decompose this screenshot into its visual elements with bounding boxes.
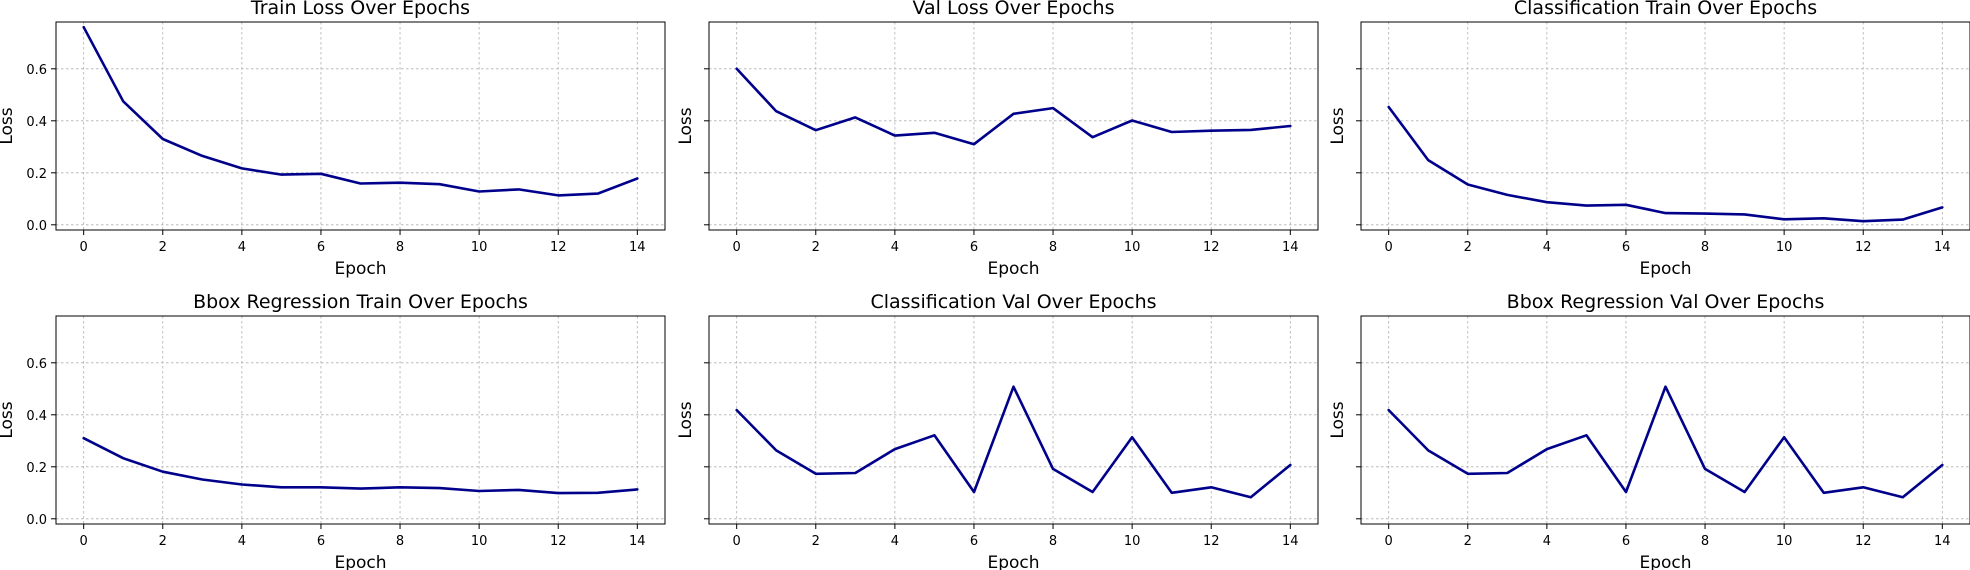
x-tick-label: 6 — [1622, 534, 1630, 549]
x-tick-label: 12 — [1203, 240, 1220, 255]
plot-frame — [1360, 21, 1970, 231]
chart-title: Classification Val Over Epochs — [870, 291, 1156, 313]
x-tick-label: 0 — [733, 240, 741, 255]
x-axis-label: Epoch — [1639, 259, 1691, 279]
chart-title: Bbox Regression Train Over Epochs — [193, 291, 528, 313]
series-line — [82, 25, 639, 197]
x-tick-label: 4 — [238, 534, 246, 549]
plot-frame — [708, 21, 1319, 231]
x-tick-label: 4 — [1543, 240, 1551, 255]
x-tick-label: 6 — [1622, 240, 1630, 255]
y-axis-label: Loss — [0, 401, 17, 438]
plot-frame — [55, 315, 666, 525]
x-tick-label: 0 — [80, 534, 88, 549]
y-axis-label: Loss — [1328, 107, 1348, 144]
x-tick-label: 12 — [1855, 534, 1872, 549]
x-tick-label: 0 — [1385, 240, 1393, 255]
x-tick-label: 4 — [891, 240, 899, 255]
x-tick-label: 6 — [970, 240, 978, 255]
x-axis-label: Epoch — [334, 259, 386, 279]
y-tick-label: 0.0 — [26, 219, 47, 234]
x-tick-label: 14 — [629, 534, 646, 549]
y-tick-label: 0.6 — [26, 357, 47, 372]
y-tick-label: 0.0 — [26, 513, 47, 528]
x-tick-label: 8 — [1701, 240, 1709, 255]
y-axis-label: Loss — [676, 401, 696, 438]
chart-title: Val Loss Over Epochs — [912, 0, 1114, 19]
y-axis-label: Loss — [676, 107, 696, 144]
x-tick-label: 8 — [1701, 534, 1709, 549]
x-tick-label: 8 — [396, 534, 404, 549]
x-tick-label: 14 — [1282, 240, 1299, 255]
series-line — [1387, 385, 1944, 499]
series-line — [1387, 105, 1944, 223]
chart-4: 0 2 4 6 8 10 12 14 0.0 0.2 0.4 0.6 Bbox Regression T… — [0, 291, 666, 570]
x-tick-label: 6 — [970, 534, 978, 549]
x-tick-label: 10 — [1776, 534, 1793, 549]
x-tick-label: 14 — [1934, 240, 1951, 255]
x-tick-label: 0 — [1385, 534, 1393, 549]
y-tick-label: 0.2 — [26, 167, 47, 182]
chart-3: 0 2 4 6 8 10 12 14 Classification Train Over Epo… — [1328, 0, 1970, 279]
x-tick-label: 6 — [317, 240, 325, 255]
x-tick-label: 10 — [471, 534, 488, 549]
x-tick-label: 8 — [1049, 534, 1057, 549]
plot-frame — [1360, 315, 1970, 525]
x-tick-label: 14 — [1934, 534, 1951, 549]
x-tick-label: 12 — [1855, 240, 1872, 255]
x-tick-label: 8 — [1049, 240, 1057, 255]
series-line — [735, 67, 1292, 146]
chart-6: 0 2 4 6 8 10 12 14 Bbox Regression Val Over Epoc… — [1328, 291, 1970, 570]
chart-1: 0 2 4 6 8 10 12 14 0.0 0.2 0.4 0.6 Train Loss Over E… — [0, 0, 666, 279]
x-tick-label: 14 — [1282, 534, 1299, 549]
y-tick-label: 0.4 — [26, 409, 47, 424]
series-line — [82, 436, 639, 495]
x-tick-label: 0 — [80, 240, 88, 255]
x-tick-label: 4 — [891, 534, 899, 549]
x-axis-label: Epoch — [1639, 553, 1691, 570]
x-tick-label: 2 — [159, 240, 167, 255]
y-tick-label: 0.4 — [26, 115, 47, 130]
x-tick-label: 0 — [733, 534, 741, 549]
x-tick-label: 4 — [1543, 534, 1551, 549]
y-axis-label: Loss — [0, 107, 17, 144]
x-tick-label: 10 — [1124, 534, 1141, 549]
x-tick-label: 6 — [317, 534, 325, 549]
x-tick-label: 12 — [550, 240, 567, 255]
plot-frame — [708, 315, 1319, 525]
series-line — [735, 385, 1292, 499]
x-tick-label: 8 — [396, 240, 404, 255]
x-tick-label: 12 — [550, 534, 567, 549]
x-tick-label: 10 — [471, 240, 488, 255]
y-tick-label: 0.2 — [26, 461, 47, 476]
x-tick-label: 10 — [1776, 240, 1793, 255]
chart-2: 0 2 4 6 8 10 12 14 Val Loss Over Epochs Epoch Loss — [676, 0, 1319, 279]
y-axis-label: Loss — [1328, 401, 1348, 438]
x-tick-label: 12 — [1203, 534, 1220, 549]
x-axis-label: Epoch — [334, 553, 386, 570]
x-axis-label: Epoch — [987, 259, 1039, 279]
x-tick-label: 14 — [629, 240, 646, 255]
x-tick-label: 10 — [1124, 240, 1141, 255]
x-tick-label: 2 — [812, 534, 820, 549]
chart-title: Classification Train Over Epochs — [1514, 0, 1817, 19]
plot-frame — [55, 21, 666, 231]
x-tick-label: 2 — [159, 534, 167, 549]
x-tick-label: 2 — [812, 240, 820, 255]
x-tick-label: 2 — [1464, 534, 1472, 549]
x-tick-label: 2 — [1464, 240, 1472, 255]
chart-title: Bbox Regression Val Over Epochs — [1507, 291, 1825, 313]
x-axis-label: Epoch — [987, 553, 1039, 570]
y-tick-label: 0.6 — [26, 63, 47, 78]
chart-title: Train Loss Over Epochs — [250, 0, 470, 19]
chart-5: 0 2 4 6 8 10 12 14 Classification Val Over Epoch… — [676, 291, 1319, 570]
x-tick-label: 4 — [238, 240, 246, 255]
